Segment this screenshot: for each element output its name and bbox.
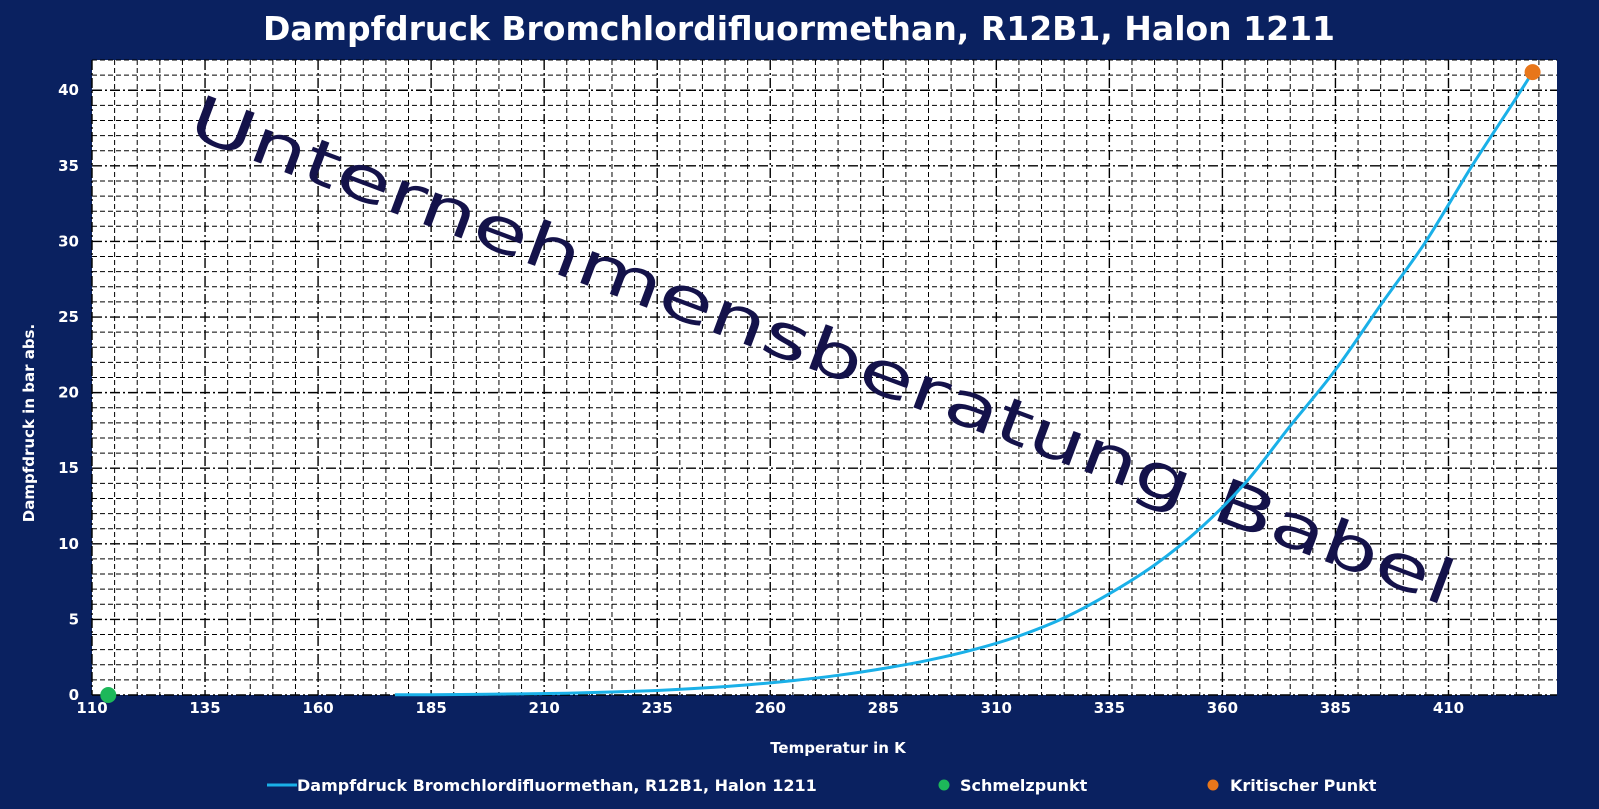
x-tick-label: 185 [415,699,446,717]
grid-lines [91,59,1557,696]
legend-dot-swatch [938,779,950,791]
y-tick-label: 35 [58,157,79,175]
legend-dot-swatch [1207,779,1219,791]
x-tick-label: 410 [1433,699,1464,717]
legend-item-vapor-pressure: Dampfdruck Bromchlordifluormethan, R12B1… [267,776,817,795]
x-tick-label: 260 [755,699,786,717]
x-tick-label: 135 [189,699,220,717]
y-tick-label: 15 [58,459,79,477]
x-axis-ticks: 110 135 160 185 210 235 260 285 310 335 360 385 410 [76,699,1464,717]
x-tick-label: 310 [981,699,1012,717]
legend-item-critical-point: Kritischer Punkt [1207,776,1377,795]
x-tick-label: 385 [1320,699,1351,717]
series-layer [100,64,1541,703]
legend-label-vapor-pressure: Dampfdruck Bromchlordifluormethan, R12B1… [297,776,817,795]
x-tick-label: 285 [868,699,899,717]
vapor-pressure-curve [394,71,1534,697]
melting-point-marker [100,687,117,703]
y-tick-label: 30 [58,232,79,250]
legend-label-critical-point: Kritischer Punkt [1230,776,1377,795]
y-tick-label: 10 [58,535,79,553]
y-tick-label: 5 [69,610,79,628]
x-tick-label: 210 [529,699,560,717]
x-tick-label: 110 [76,699,107,717]
legend-item-melting-point: Schmelzpunkt [938,776,1088,795]
critical-point-marker [1524,64,1541,81]
x-tick-label: 235 [642,699,673,717]
chart-title: Dampfdruck Bromchlordifluormethan, R12B1… [263,9,1335,48]
y-tick-label: 20 [58,384,79,402]
y-tick-label: 0 [69,686,79,704]
y-axis-label: Dampfdruck in bar abs. [20,324,38,522]
y-tick-label: 25 [58,308,79,326]
legend: Dampfdruck Bromchlordifluormethan, R12B1… [267,776,1377,795]
x-tick-label: 160 [302,699,333,717]
x-tick-label: 335 [1094,699,1125,717]
x-axis-label: Temperatur in K [770,739,907,757]
legend-label-melting-point: Schmelzpunkt [960,776,1088,795]
y-axis-ticks: 0 5 10 15 20 25 30 35 40 [58,81,79,704]
x-tick-label: 360 [1207,699,1238,717]
y-tick-label: 40 [58,81,79,99]
